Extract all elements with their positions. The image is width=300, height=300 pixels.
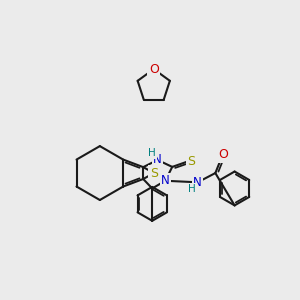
Text: H: H xyxy=(148,148,156,158)
Text: S: S xyxy=(150,167,158,180)
Text: N: N xyxy=(193,176,202,189)
Text: H: H xyxy=(188,184,196,194)
Text: N: N xyxy=(153,154,162,166)
Text: O: O xyxy=(149,63,159,76)
Text: O: O xyxy=(218,148,228,161)
Text: S: S xyxy=(188,155,196,168)
Text: N: N xyxy=(161,174,170,187)
